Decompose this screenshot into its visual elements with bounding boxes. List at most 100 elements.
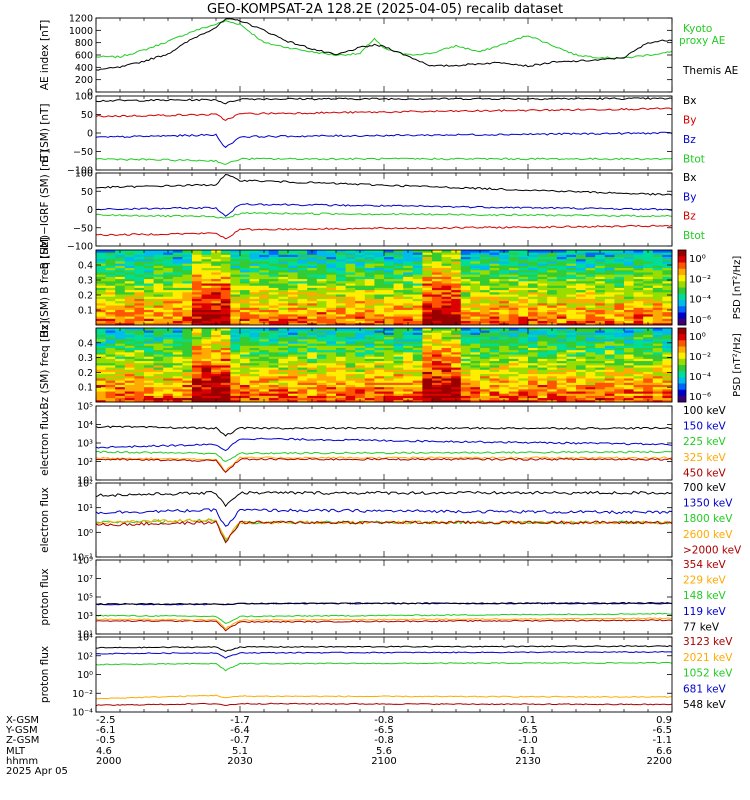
footer-value: -6.5 (518, 725, 538, 736)
spectrogram-cell (441, 307, 452, 310)
spectrogram-cell (297, 318, 308, 321)
spectrogram-cell (297, 330, 308, 333)
spectrogram-cell (537, 399, 548, 403)
spectrogram-cell (345, 395, 356, 399)
spectrogram-cell (643, 298, 654, 302)
spectrogram-cell (422, 287, 433, 291)
spectrogram-cell (556, 354, 567, 357)
footer-value: -1.7 (230, 715, 250, 726)
spectrogram-cell (556, 371, 567, 375)
spectrogram-cell (499, 365, 510, 368)
spectrogram-cell (134, 269, 145, 273)
spectrogram-cell (499, 289, 510, 293)
spectrogram-cell (316, 289, 327, 293)
spectrogram-cell (124, 378, 135, 381)
spectrogram-cell (499, 341, 510, 344)
spectrogram-cell (595, 296, 606, 299)
spectrogram-cell (614, 356, 625, 359)
spectrogram-cell (163, 256, 174, 260)
spectrogram-cell (624, 276, 634, 280)
spectrogram-cell (220, 287, 231, 291)
spectrogram-cell (192, 365, 202, 368)
spectrogram-cell (230, 313, 241, 317)
spectrogram-cell (441, 373, 452, 377)
spectrogram-cell (153, 294, 164, 297)
spectrogram-cell (297, 386, 308, 390)
spectrogram-cell (268, 336, 279, 340)
spectrogram-cell (432, 336, 442, 340)
spectrogram-cell (211, 254, 222, 258)
legend-entry: Themis AE (682, 65, 738, 77)
spectrogram-cell (528, 360, 538, 364)
spectrogram-cell (633, 313, 644, 317)
spectrogram-cell (547, 261, 558, 264)
spectrogram-cell (518, 272, 529, 275)
spectrogram-cell (412, 287, 423, 291)
spectrogram-cell (249, 291, 260, 295)
spectrogram-cell (230, 294, 241, 297)
spectrogram-cell (336, 347, 346, 351)
spectrogram-cell (345, 354, 356, 357)
spectrogram-cell (96, 378, 106, 381)
spectrogram-cell (556, 305, 567, 308)
spectrogram-cell (153, 285, 164, 288)
spectrogram-cell (374, 269, 385, 273)
spectrogram-cell (566, 298, 577, 302)
spectrogram-cell (614, 354, 625, 357)
spectrogram-cell (556, 367, 567, 370)
spectrogram-cell (422, 276, 433, 280)
spectrogram-cell (336, 373, 346, 377)
spectrogram-cell (422, 280, 433, 284)
spectrogram-cell (230, 302, 241, 306)
spectrogram-cell (528, 294, 538, 297)
spectrogram-cell (480, 384, 490, 388)
spectrogram-cell (393, 332, 404, 335)
spectrogram-cell (172, 345, 183, 348)
spectrogram-cell (316, 332, 327, 335)
spectrogram-cell (326, 347, 337, 351)
spectrogram-cell (163, 311, 174, 315)
spectrogram-cell (604, 287, 615, 291)
spectrogram-cell (460, 362, 471, 366)
spectrogram-cell (412, 265, 423, 269)
spectrogram-cell (460, 265, 471, 269)
spectrogram-cell (182, 391, 193, 394)
spectrogram-cell (489, 320, 500, 324)
spectrogram-cell (297, 254, 308, 258)
spectrogram-cell (662, 386, 673, 390)
spectrogram-cell (528, 309, 538, 313)
spectrogram-cell (278, 252, 289, 255)
spectrogram-cell (355, 305, 366, 308)
spectrogram-cell (278, 300, 289, 304)
spectrogram-cell (451, 365, 462, 368)
footer-row-label: 2025 Apr 05 (6, 766, 68, 777)
spectrogram-cell (124, 365, 135, 368)
spectrogram-cell (585, 256, 596, 260)
spectrogram-cell (297, 391, 308, 394)
spectrogram-cell (240, 298, 250, 302)
spectrogram-cell (259, 252, 270, 255)
spectrogram-cell (124, 252, 135, 255)
spectrogram-cell (240, 322, 250, 326)
spectrogram-cell (537, 267, 548, 271)
spectrogram-cell (144, 267, 154, 271)
spectrogram-cell (460, 345, 471, 348)
spectrogram-cell (172, 332, 183, 335)
spectrogram-cell (288, 391, 298, 394)
spectrogram-cell (556, 289, 567, 293)
spectrogram-cell (124, 397, 135, 401)
spectrogram-cell (297, 320, 308, 324)
spectrogram-cell (172, 287, 183, 291)
spectrogram-cell (470, 365, 481, 368)
spectrogram-cell (297, 283, 308, 286)
spectrogram-cell (566, 388, 577, 392)
spectrogram-cell (355, 280, 366, 284)
spectrogram-cell (432, 341, 442, 344)
spectrogram-cell (489, 345, 500, 348)
spectrogram-cell (652, 356, 663, 359)
spectrogram-cell (432, 289, 442, 293)
spectrogram-cell (153, 300, 164, 304)
spectrogram-cell (115, 351, 126, 355)
spectrogram-cell (220, 386, 231, 390)
spectrogram-cell (633, 362, 644, 366)
